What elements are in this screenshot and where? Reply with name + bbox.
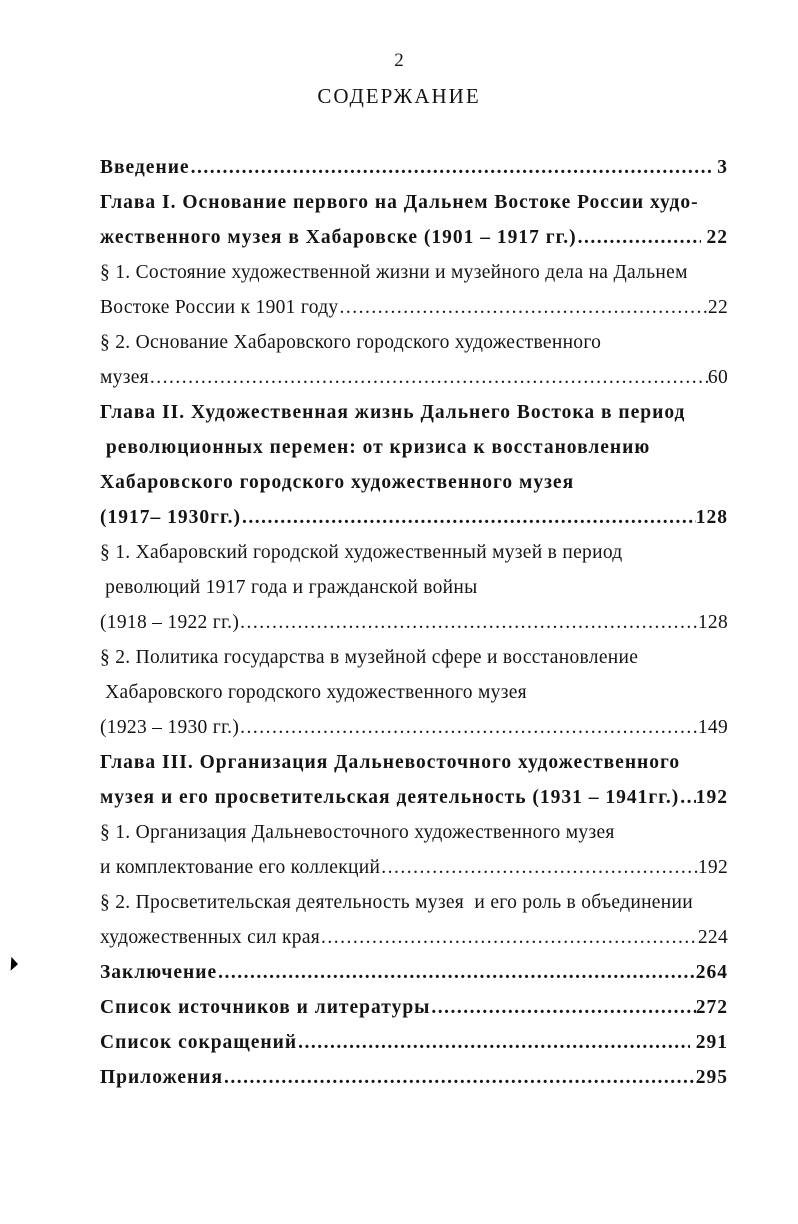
dot-leader: ........................................… <box>577 227 701 248</box>
dot-leader: ........................................… <box>149 367 708 388</box>
toc-entry-text: художественных сил края <box>100 927 321 948</box>
toc-line: Глава III. Организация Дальневосточного … <box>100 745 728 780</box>
toc-line: музея и его просветительская деятельност… <box>100 780 728 815</box>
scan-artifact <box>10 956 19 972</box>
toc-entry-text: (1923 – 1930 гг.) <box>100 717 240 738</box>
toc-page-number: 272 <box>695 997 728 1018</box>
dot-leader: ........................................… <box>431 997 695 1018</box>
toc-line: революций 1917 года и гражданской войны <box>100 570 728 605</box>
toc-line: § 1. Состояние художественной жизни и му… <box>100 255 728 290</box>
toc-entry-text: Глава I. Основание первого на Дальнем Во… <box>100 192 699 213</box>
toc-line: Хабаровского городского художественного … <box>100 465 728 500</box>
toc-entry-text: Приложения <box>100 1067 224 1088</box>
toc-entry-text: (1918 – 1922 гг.) <box>100 612 240 633</box>
toc-entry-text: жественного музея в Хабаровске (1901 – 1… <box>100 227 577 248</box>
toc-page-number: 128 <box>697 612 728 633</box>
dot-leader: ........................................… <box>321 927 698 948</box>
toc-line: (1917– 1930гг.).........................… <box>100 500 728 535</box>
toc-entry-text: Введение <box>100 157 190 178</box>
toc-entry-text: § 2. Политика государства в музейной сфе… <box>100 647 639 668</box>
toc-line: музея...................................… <box>100 360 728 395</box>
toc-entry-text: § 1. Хабаровский городской художественны… <box>100 542 623 563</box>
toc-entry-text: Список сокращений <box>100 1032 298 1053</box>
toc-line: Заключение..............................… <box>100 955 728 990</box>
toc-page-number: 192 <box>695 787 728 808</box>
table-of-contents: Введение................................… <box>100 150 728 1095</box>
toc-line: революционных перемен: от кризиса к восс… <box>100 430 728 465</box>
toc-line: § 2. Основание Хабаровского городского х… <box>100 325 728 360</box>
toc-entry-text: § 1. Состояние художественной жизни и му… <box>100 262 688 283</box>
toc-entry-text: § 1. Организация Дальневосточного художе… <box>100 822 615 843</box>
toc-line: Востоке России к 1901 году..............… <box>100 290 728 325</box>
toc-entry-text: революционных перемен: от кризиса к восс… <box>100 437 651 458</box>
toc-line: Приложения..............................… <box>100 1060 728 1095</box>
dot-leader: ........................................… <box>298 1032 690 1053</box>
toc-page-number: 149 <box>697 717 728 738</box>
dot-leader: ........................................… <box>381 857 698 878</box>
dot-leader: ........................................… <box>242 507 696 528</box>
toc-entry-text: Глава III. Организация Дальневосточного … <box>100 752 681 773</box>
toc-line: Глава II. Художественная жизнь Дальнего … <box>100 395 728 430</box>
toc-entry-text: музея и его просветительская деятельност… <box>100 787 680 808</box>
dot-leader: ........................................… <box>224 1067 696 1088</box>
toc-line: (1923 – 1930 гг.).......................… <box>100 710 728 745</box>
toc-page-number: 295 <box>695 1067 728 1088</box>
toc-line: § 1. Хабаровский городской художественны… <box>100 535 728 570</box>
dot-leader: ........................................… <box>218 962 696 983</box>
toc-entry-text: Список источников и литературы <box>100 997 431 1018</box>
toc-page-number: 128 <box>695 507 728 528</box>
toc-entry-text: музея <box>100 367 149 388</box>
toc-entry-text: революций 1917 года и гражданской войны <box>100 577 478 598</box>
toc-line: жественного музея в Хабаровске (1901 – 1… <box>100 220 728 255</box>
page-number: 2 <box>394 50 404 71</box>
toc-entry-text: Заключение <box>100 962 218 983</box>
toc-line: Список сокращений.......................… <box>100 1025 728 1060</box>
toc-page-number: 291 <box>689 1032 728 1053</box>
toc-page-number: 264 <box>695 962 728 983</box>
toc-page-number: 60 <box>707 367 728 388</box>
dot-leader: ........................................… <box>190 157 712 178</box>
toc-line: Глава I. Основание первого на Дальнем Во… <box>100 185 728 220</box>
toc-line: художественных сил края.................… <box>100 920 728 955</box>
toc-line: (1918 – 1922 гг.).......................… <box>100 605 728 640</box>
toc-page-number: 22 <box>707 297 728 318</box>
toc-line: Хабаровского городского художественного … <box>100 675 728 710</box>
toc-entry-text: Глава II. Художественная жизнь Дальнего … <box>100 402 686 423</box>
toc-entry-text: и комплектование его коллекций <box>100 857 381 878</box>
toc-line: § 2. Просветительская деятельность музея… <box>100 885 728 920</box>
toc-line: § 2. Политика государства в музейной сфе… <box>100 640 728 675</box>
toc-entry-text: Востоке России к 1901 году <box>100 297 339 318</box>
toc-entry-text: Хабаровского городского художественного … <box>100 682 527 703</box>
toc-line: § 1. Организация Дальневосточного художе… <box>100 815 728 850</box>
toc-entry-text: § 2. Основание Хабаровского городского х… <box>100 332 602 353</box>
toc-page-number: 192 <box>697 857 728 878</box>
toc-line: Список источников и литературы..........… <box>100 990 728 1025</box>
dot-leader: ........................................… <box>240 612 698 633</box>
toc-page-number: 224 <box>697 927 728 948</box>
toc-line: и комплектование его коллекций..........… <box>100 850 728 885</box>
toc-line: Введение................................… <box>100 150 728 185</box>
page-title: СОДЕРЖАНИЕ <box>317 84 481 108</box>
dot-leader: ........................................… <box>339 297 707 318</box>
toc-entry-text: (1917– 1930гг.) <box>100 507 241 528</box>
toc-entry-text: Хабаровского городского художественного … <box>100 472 575 493</box>
toc-entry-text: § 2. Просветительская деятельность музея… <box>100 892 693 913</box>
dot-leader: ........................................… <box>680 787 695 808</box>
dot-leader: ........................................… <box>240 717 698 738</box>
toc-page-number: 3 <box>711 157 728 178</box>
toc-page-number: 22 <box>700 227 728 248</box>
